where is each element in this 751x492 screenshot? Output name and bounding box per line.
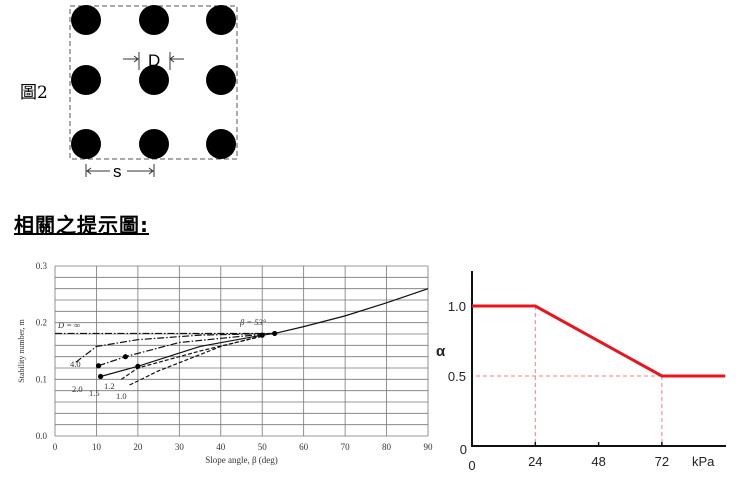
y-tick-label: 0.1 — [36, 374, 47, 384]
x-tick-label: 0 — [468, 458, 475, 473]
spacing-dimension — [85, 164, 155, 177]
curve-annotation: D = ∞ — [57, 320, 80, 330]
pile-circle — [71, 129, 101, 159]
x-axis-label: Slope angle, β (deg) — [205, 455, 278, 465]
pile-circle — [71, 5, 101, 35]
curve-annotation: 1.2 — [104, 381, 115, 391]
curve-annotation: 4.0 — [70, 359, 81, 369]
pile-circle — [206, 5, 236, 35]
x-tick-label: 80 — [382, 442, 392, 452]
pile-circle — [206, 65, 236, 95]
x-tick-label: 60 — [299, 442, 309, 452]
pile-circle — [139, 5, 169, 35]
y-tick-label: 0.0 — [36, 431, 48, 441]
series-line — [274, 288, 429, 335]
y-tick-label: 1.0 — [448, 299, 466, 314]
y-tick-label: 0.5 — [448, 369, 466, 384]
section-heading: 相關之提示圖: — [14, 213, 149, 237]
x-tick-label: 24 — [528, 454, 542, 469]
diameter-dimension — [123, 52, 184, 70]
data-point — [122, 354, 129, 360]
x-tick-label: 48 — [591, 454, 605, 469]
x-tick-label: 72 — [655, 454, 669, 469]
stability-chart: 0 10 20 30 40 50 60 70 80 90 0.0 0.1 0.2 0.3 Slope ang… — [17, 261, 433, 465]
pile-circle — [71, 65, 101, 95]
x-tick-label: 50 — [258, 442, 268, 452]
curve-annotation: 2.0 — [72, 384, 83, 394]
pile-circle — [139, 65, 169, 95]
x-tick-label: 40 — [216, 442, 226, 452]
alpha-line — [472, 304, 726, 378]
series-line — [129, 335, 263, 386]
data-point — [259, 332, 265, 338]
x-tick-label: 0 — [53, 442, 58, 452]
x-tick-label: 10 — [92, 442, 102, 452]
series-line — [98, 332, 275, 367]
data-point — [135, 363, 141, 369]
pile-circle — [139, 129, 169, 159]
curve-annotation: 1.0 — [116, 391, 127, 401]
series-line — [75, 332, 275, 363]
x-tick-label: 90 — [424, 442, 434, 452]
x-tick-label: 20 — [133, 442, 143, 452]
y-axis-label: α — [436, 343, 446, 360]
diameter-label: D — [148, 51, 160, 70]
x-tick-label: 30 — [175, 442, 185, 452]
data-point — [95, 363, 102, 369]
data-point — [97, 373, 104, 380]
curve-annotation: 1.5 — [89, 388, 100, 398]
x-axis-unit: kPa — [692, 454, 715, 469]
figure-label: 圖2 — [20, 83, 48, 103]
alpha-chart: 0 24 48 72 0 0.5 1.0 α kPa — [436, 271, 726, 473]
y-tick-label: 0 — [460, 442, 467, 457]
y-axis-label: Stability number, m — [17, 318, 26, 382]
data-point — [272, 330, 278, 337]
spacing-label: s — [113, 162, 122, 181]
y-tick-label: 0.3 — [36, 261, 48, 271]
series-line — [100, 332, 275, 378]
y-tick-label: 0.2 — [36, 318, 47, 328]
x-tick-label: 70 — [341, 442, 351, 452]
pile-circle — [206, 129, 236, 159]
curve-annotation: β = 53° — [239, 317, 267, 327]
